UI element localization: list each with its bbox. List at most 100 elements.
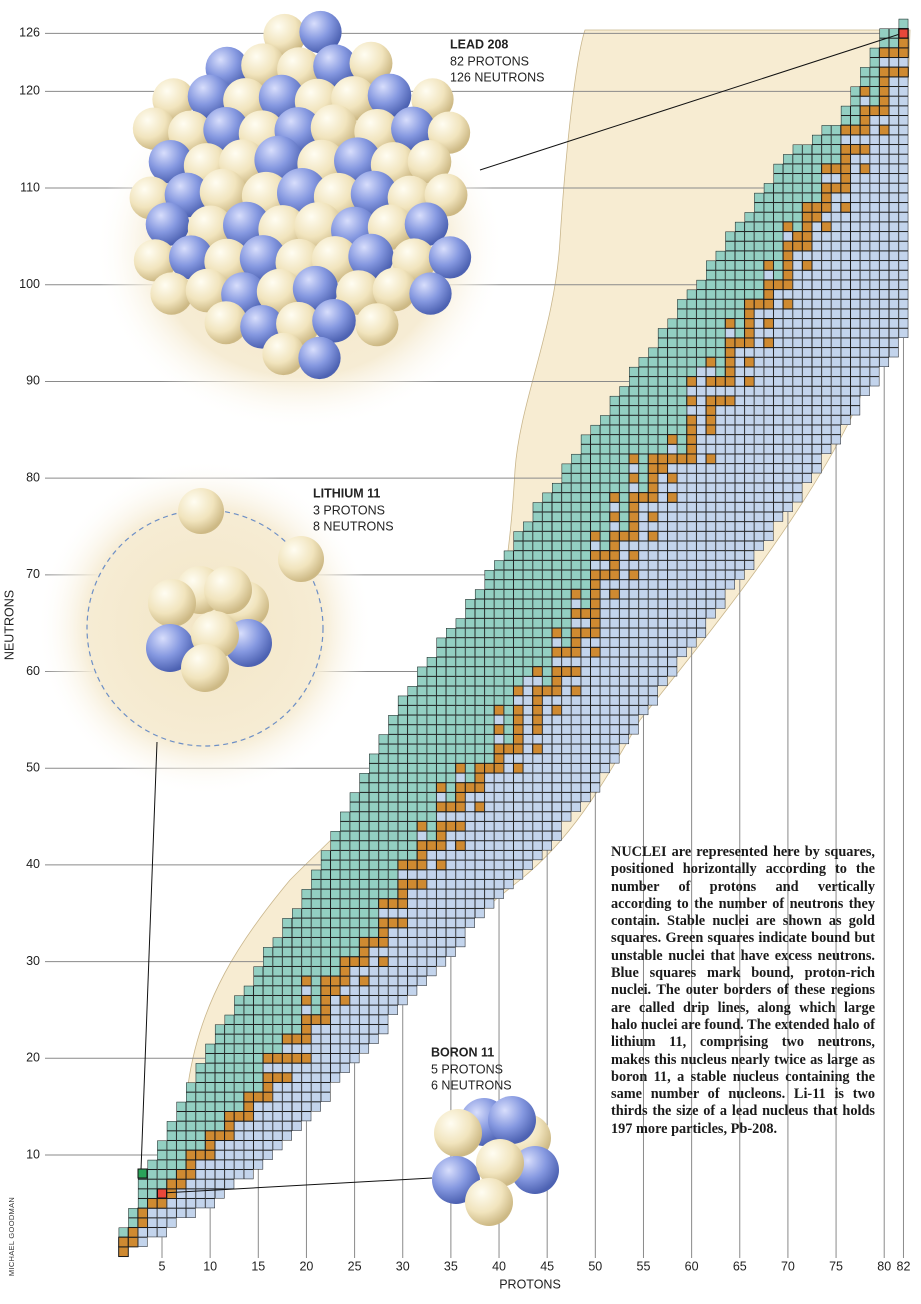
stable-nucleus — [667, 492, 678, 503]
stable-nucleus — [878, 86, 890, 97]
stable-nucleus — [686, 453, 697, 465]
nucleon — [367, 73, 412, 118]
stable-nucleus — [686, 395, 697, 407]
stable-nucleus — [301, 994, 312, 1006]
halo-ring — [86, 509, 324, 747]
cell-grid — [686, 289, 697, 648]
stable-nucleus — [493, 724, 505, 735]
cell-grid — [426, 657, 437, 977]
cell-grid — [195, 1063, 206, 1209]
stable-nucleus — [859, 124, 871, 136]
cell-grid — [783, 154, 793, 512]
stable-nucleus — [387, 898, 399, 909]
cell-grid — [879, 28, 890, 367]
stable-nucleus — [647, 453, 659, 465]
stable-nucleus — [378, 927, 389, 938]
stable-nucleus — [330, 985, 341, 996]
nucleon — [428, 236, 472, 279]
stable-nucleus — [532, 666, 543, 677]
stable-nucleus — [840, 163, 852, 175]
stable-nucleus — [830, 163, 842, 175]
nucleon — [145, 202, 190, 247]
stable-nucleus — [609, 492, 620, 503]
cell-grid — [715, 250, 726, 609]
stable-nucleus — [262, 1052, 274, 1064]
boron-nucleus — [432, 1096, 559, 1226]
stable-nucleus — [667, 453, 678, 465]
stable-nucleus — [570, 646, 582, 658]
nucleon — [298, 336, 341, 380]
stable-nucleus — [301, 975, 312, 987]
stable-nucleus — [744, 327, 755, 339]
stable-nucleus — [512, 714, 524, 726]
cell-grid — [754, 192, 764, 551]
annotation-title: LITHIUM 11 — [313, 486, 380, 500]
stable-nucleus — [397, 898, 409, 909]
nucleon — [187, 74, 232, 119]
stable-nucleus — [609, 540, 620, 552]
nucleon — [476, 1139, 524, 1187]
stable-nucleus — [512, 724, 524, 735]
stable-nucleus — [455, 782, 466, 793]
y-tick-label: 110 — [20, 180, 40, 194]
y-tick-label: 10 — [26, 1147, 40, 1161]
cell-grid — [474, 589, 485, 919]
x-tick-label: 5 — [159, 1259, 166, 1273]
nucleon — [263, 13, 306, 57]
stable-nucleus — [281, 1052, 293, 1064]
stable-nucleus — [445, 801, 457, 813]
stable-nucleus — [416, 849, 428, 861]
stable-nucleus — [262, 1081, 274, 1093]
stable-nucleus — [724, 318, 736, 329]
nucleon — [169, 235, 213, 280]
nucleon — [150, 272, 193, 315]
stable-nucleus — [763, 298, 774, 310]
stable-nucleus — [782, 260, 794, 271]
stable-nucleus — [599, 569, 611, 581]
nucleon — [204, 301, 248, 345]
stable-nucleus — [628, 492, 640, 503]
stable-nucleus — [455, 762, 466, 774]
stable-nucleus — [397, 859, 409, 871]
annotation-title: LEAD 208 — [450, 37, 508, 51]
stable-nucleus — [512, 704, 524, 716]
nucleon — [185, 268, 230, 313]
connector — [479, 32, 904, 171]
stable-nucleus — [272, 1072, 283, 1083]
cell-grid — [889, 28, 899, 358]
cell-grid — [282, 918, 292, 1141]
stable-nucleus — [580, 608, 592, 619]
stable-nucleus — [590, 550, 601, 561]
highlight — [157, 1188, 167, 1199]
stable-nucleus — [898, 66, 909, 78]
stable-nucleus — [801, 260, 813, 271]
stable-nucleus — [204, 1149, 216, 1161]
cell-grid — [166, 1121, 177, 1228]
y-tick-label: 120 — [19, 84, 40, 98]
cell-grid — [243, 985, 254, 1180]
stable-nucleus — [744, 308, 755, 320]
stable-nucleus — [407, 859, 418, 871]
stable-nucleus — [301, 1052, 312, 1064]
nuclei — [118, 18, 909, 1258]
stable-nucleus — [590, 598, 601, 610]
stable-nucleus — [378, 936, 389, 948]
stable-nucleus — [387, 917, 399, 929]
cell-grid — [214, 1024, 225, 1199]
stable-nucleus — [166, 1178, 177, 1190]
stable-nucleus — [850, 144, 861, 155]
stable-nucleus — [570, 627, 582, 639]
stable-nucleus — [628, 569, 640, 581]
stable-nucleus — [551, 704, 563, 716]
cell-grid — [224, 1014, 235, 1189]
y-tick-label: 100 — [19, 277, 40, 291]
stable-nucleus — [570, 588, 582, 600]
nucleon — [178, 488, 224, 534]
stable-nucleus — [224, 1130, 235, 1142]
stable-nucleus — [397, 878, 409, 890]
stable-nucleus — [570, 685, 582, 697]
stable-nucleus — [339, 956, 351, 967]
connector — [140, 741, 158, 1171]
nucleon — [391, 106, 435, 151]
y-tick-label: 50 — [26, 761, 40, 775]
